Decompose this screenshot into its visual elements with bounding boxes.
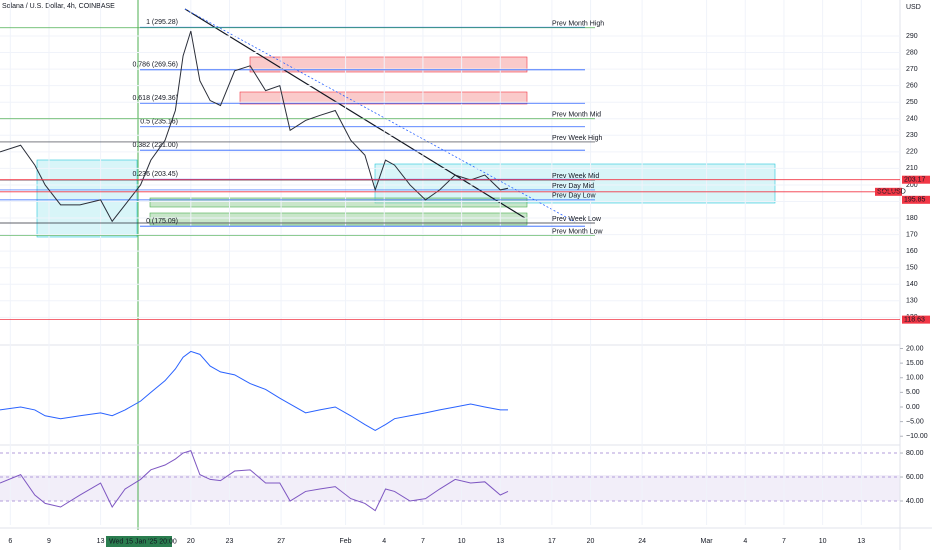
y-tick-label: 280 [906, 49, 918, 56]
level-label: Prev Week Mid [552, 173, 599, 180]
x-tick-label: 13 [97, 538, 105, 545]
y-tick-label: 150 [906, 265, 918, 272]
level-label: Prev Month Mid [552, 112, 601, 119]
x-tick-label: 17 [548, 538, 556, 545]
y-tick-label: 140 [906, 281, 918, 288]
zone [249, 56, 528, 73]
x-tick-label: 4 [743, 538, 747, 545]
rsi-band [0, 475, 900, 501]
x-tick-label: 24 [638, 538, 646, 545]
zone [374, 163, 776, 204]
fib-label: 0.382 (221.00) [132, 142, 178, 149]
zone [36, 159, 138, 238]
fib-label: 1 (295.28) [146, 19, 178, 26]
fib-label: 0 (175.09) [146, 218, 178, 225]
zone [239, 91, 528, 105]
x-tick-label: Feb [340, 538, 352, 545]
y-tick-label: 240 [906, 116, 918, 123]
fib-label: 0.618 (249.36) [132, 95, 178, 102]
x-tick-label: 13 [857, 538, 865, 545]
price-badge [902, 315, 930, 324]
y-tick-label: 160 [906, 248, 918, 255]
y-tick-label: 220 [906, 149, 918, 156]
x-tick-label: 23 [226, 538, 234, 545]
y-tick-label: 0.00 [906, 404, 920, 411]
y-tick-label: 250 [906, 99, 918, 106]
y-tick-label: 60.00 [906, 474, 924, 481]
y-tick-label: 5.00 [906, 389, 920, 396]
y-tick-label: 20.00 [906, 345, 924, 352]
y-tick-label: 290 [906, 33, 918, 40]
x-tick-label: Mar [701, 538, 714, 545]
y-tick-label: 200 [906, 182, 918, 189]
crosshair-label: Wed 15 Jan '25 20:00 [109, 538, 177, 545]
zone [149, 212, 528, 226]
x-tick-label: 13 [496, 538, 504, 545]
trendline [184, 8, 526, 219]
y-tick-label: −5.00 [906, 418, 924, 425]
price-badge [902, 175, 930, 184]
price-line [0, 30, 509, 223]
x-tick-label: 6 [8, 538, 12, 545]
price-badge-label: 118.63 [904, 316, 925, 323]
y-tick-label: 230 [906, 132, 918, 139]
fib-label: 0.236 (203.45) [132, 171, 178, 178]
fib-label: 0.786 (269.56) [132, 62, 178, 69]
price-badge [902, 195, 930, 204]
currency: USD [906, 4, 921, 11]
x-tick-label: 27 [277, 538, 285, 545]
x-tick-label: 9 [47, 538, 51, 545]
y-tick-label: −10.00 [906, 433, 928, 440]
y-tick-label: 180 [906, 215, 918, 222]
x-tick-label: 4 [382, 538, 386, 545]
y-tick-label: 270 [906, 66, 918, 73]
chart-title: Solana / U.S. Dollar, 4h, COINBASE [2, 3, 115, 10]
x-tick-label: 10 [458, 538, 466, 545]
macd-line [0, 350, 509, 431]
y-tick-label: 210 [906, 165, 918, 172]
y-tick-label: 40.00 [906, 498, 924, 505]
y-tick-label: 170 [906, 231, 918, 238]
rsi-line [0, 450, 509, 512]
fib-label: 0.5 (235.16) [140, 119, 178, 126]
zone [149, 197, 528, 208]
x-tick-label: 20 [187, 538, 195, 545]
price-badge-label: 195.85 [904, 197, 926, 204]
y-tick-label: 10.00 [906, 375, 924, 382]
y-tick-label: 15.00 [906, 360, 924, 367]
crosshair-badge [106, 536, 172, 547]
level-label: Prev Month High [552, 21, 604, 28]
x-tick-label: 7 [782, 538, 786, 545]
y-tick-label: 80.00 [906, 450, 924, 457]
price-badge-label: 203.17 [904, 177, 926, 184]
x-tick-label: 7 [421, 538, 425, 545]
level-label: Prev Month Low [552, 228, 604, 235]
level-label: Prev Week Low [552, 216, 602, 223]
level-label: Prev Week High [552, 135, 603, 142]
x-tick-label: 20 [587, 538, 595, 545]
level-label: Prev Day Low [552, 193, 597, 200]
y-tick-label: 260 [906, 82, 918, 89]
y-tick-label: 130 [906, 298, 918, 305]
x-tick-label: 10 [819, 538, 827, 545]
level-label: Prev Day Mid [552, 183, 594, 190]
